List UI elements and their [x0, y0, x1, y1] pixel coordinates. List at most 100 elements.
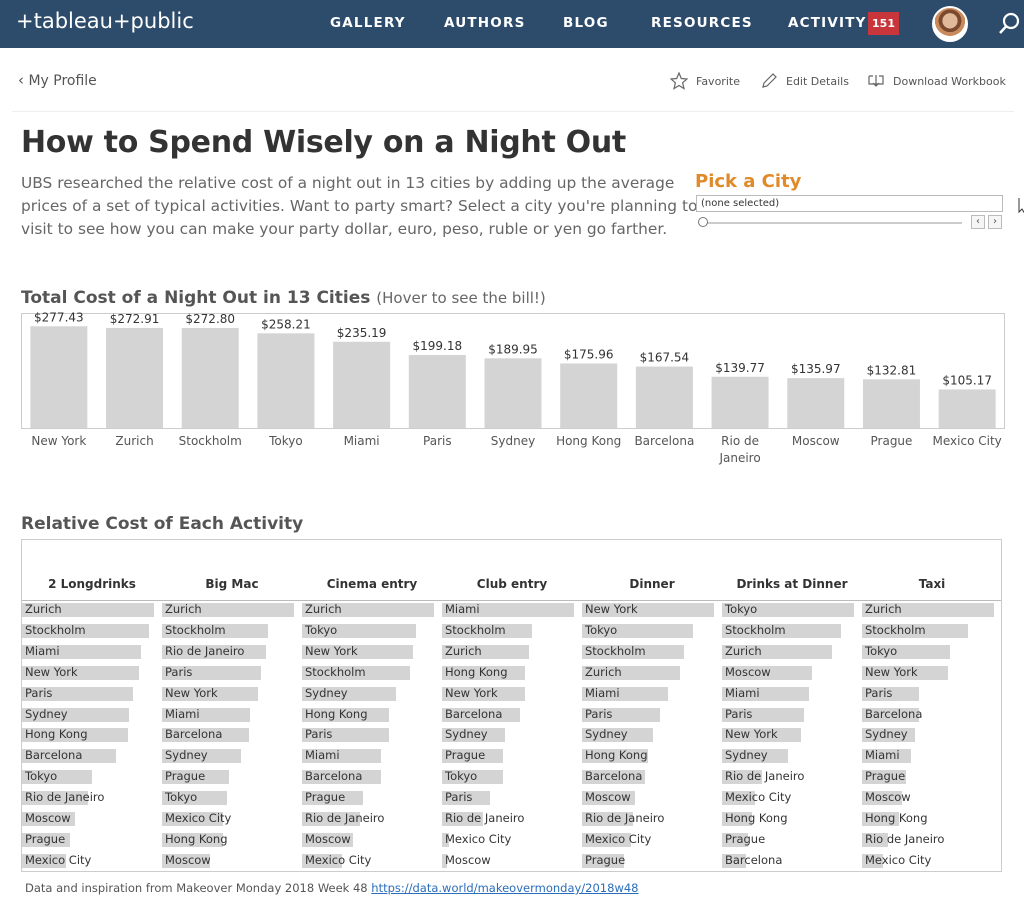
activity-bar[interactable] — [162, 853, 210, 868]
activity-bar[interactable] — [22, 686, 133, 701]
activity-bar[interactable] — [22, 791, 88, 806]
activity-bar[interactable] — [722, 791, 755, 806]
activity-bar[interactable] — [862, 603, 994, 617]
activity-bar[interactable] — [302, 749, 382, 764]
activity-bar[interactable] — [162, 603, 294, 617]
activity-bar[interactable] — [302, 832, 354, 847]
bar-stockholm[interactable] — [181, 327, 239, 428]
bar-prague[interactable] — [862, 379, 920, 428]
activity-bar[interactable] — [302, 853, 342, 868]
activity-bar[interactable] — [722, 853, 746, 868]
bar-moscow[interactable] — [787, 378, 845, 428]
column-header[interactable]: Club entry — [476, 577, 548, 591]
data-source-link[interactable]: https://data.world/makeovermonday/2018w4… — [371, 881, 639, 895]
activity-bar[interactable] — [582, 623, 693, 638]
download-workbook-button[interactable]: Download Workbook — [867, 72, 1006, 90]
activity-bar[interactable] — [22, 770, 92, 785]
bar-tokyo[interactable] — [257, 333, 315, 428]
activity-bar[interactable] — [302, 728, 390, 743]
activity-bar[interactable] — [22, 707, 129, 722]
activity-bar[interactable] — [862, 832, 889, 847]
activity-bar[interactable] — [582, 749, 648, 764]
activity-bar[interactable] — [302, 623, 416, 638]
activity-bar[interactable] — [582, 770, 646, 785]
activity-bar[interactable] — [722, 665, 812, 680]
bar-new-york[interactable] — [30, 326, 88, 428]
activity-bar[interactable] — [442, 707, 520, 722]
activity-bar[interactable] — [582, 665, 680, 680]
column-header[interactable]: Cinema entry — [326, 577, 418, 591]
activity-bar[interactable] — [722, 603, 854, 617]
activity-bar[interactable] — [22, 832, 70, 847]
prev-city-button[interactable]: ‹ — [971, 215, 985, 229]
column-header[interactable]: Taxi — [918, 577, 946, 591]
activity-bar[interactable] — [442, 665, 526, 680]
edit-details-button[interactable]: Edit Details — [760, 72, 849, 90]
activity-bar[interactable] — [302, 791, 363, 806]
activity-bar[interactable] — [862, 623, 968, 638]
activity-bar[interactable] — [582, 791, 635, 806]
activity-bar[interactable] — [442, 770, 503, 785]
activity-bar[interactable] — [582, 832, 631, 847]
activity-bar[interactable] — [442, 623, 532, 638]
activity-bar[interactable] — [302, 812, 361, 826]
nav-authors[interactable]: AUTHORS — [444, 15, 526, 31]
activity-bar[interactable] — [302, 707, 390, 722]
bar-mexico-city[interactable] — [938, 389, 996, 428]
activity-bar[interactable] — [162, 749, 242, 764]
column-header[interactable]: Drinks at Dinner — [736, 577, 848, 591]
activity-bar[interactable] — [442, 686, 526, 701]
column-header[interactable]: Dinner — [629, 577, 675, 591]
back-to-profile-link[interactable]: ‹ My Profile — [18, 71, 97, 89]
bar-chart[interactable]: $277.43 New York $272.91 Zurich $272.80 Stock… — [21, 310, 1005, 473]
activity-bar[interactable] — [442, 728, 506, 743]
activity-bar[interactable] — [582, 853, 625, 868]
nav-resources[interactable]: RESOURCES — [651, 15, 753, 31]
activity-bar[interactable] — [162, 770, 230, 785]
activity-bar[interactable] — [582, 812, 634, 826]
activity-bar[interactable] — [442, 832, 449, 847]
tableau-public-logo[interactable]: +tableau+public — [16, 9, 194, 33]
activity-bar[interactable] — [162, 665, 261, 680]
activity-bar[interactable] — [22, 644, 141, 659]
activity-bar[interactable] — [442, 812, 483, 826]
activity-bar[interactable] — [302, 770, 382, 785]
activity-bar[interactable] — [862, 749, 911, 764]
activity-bar[interactable] — [442, 853, 448, 868]
activity-bar[interactable] — [862, 707, 919, 722]
activity-bar[interactable] — [162, 812, 223, 826]
bar-zurich[interactable] — [106, 327, 164, 428]
activity-bar[interactable] — [862, 665, 948, 680]
activity-bar[interactable] — [302, 686, 396, 701]
activity-bar[interactable] — [22, 623, 149, 638]
activity-bar[interactable] — [442, 791, 490, 806]
activity-bar[interactable] — [862, 686, 919, 701]
activity-bar[interactable] — [162, 707, 251, 722]
activity-bar[interactable] — [582, 728, 654, 743]
activity-bar[interactable] — [22, 853, 66, 868]
activity-bar[interactable] — [862, 812, 899, 826]
activity-bar[interactable] — [162, 791, 227, 806]
activity-bar[interactable] — [862, 853, 884, 868]
activity-bar[interactable] — [302, 644, 413, 659]
activity-bar[interactable] — [162, 686, 259, 701]
nav-blog[interactable]: BLOG — [563, 15, 609, 31]
activity-bar[interactable] — [302, 665, 411, 680]
nav-gallery[interactable]: GALLERY — [330, 15, 406, 31]
column-header[interactable]: 2 Longdrinks — [48, 577, 136, 591]
activity-bar[interactable] — [22, 603, 154, 617]
search-icon[interactable] — [998, 12, 1022, 36]
activity-bar[interactable] — [22, 749, 116, 764]
activity-bar[interactable] — [722, 770, 762, 785]
activity-bar[interactable] — [22, 728, 128, 743]
activity-bar[interactable] — [862, 728, 915, 743]
bar-hong-kong[interactable] — [560, 363, 618, 428]
city-slider-track[interactable] — [700, 222, 962, 224]
avatar[interactable] — [932, 6, 968, 42]
nav-activity[interactable]: ACTIVITY — [788, 15, 867, 31]
activity-bar[interactable] — [22, 665, 140, 680]
activity-bar[interactable] — [722, 644, 832, 659]
bar-barcelona[interactable] — [635, 366, 693, 428]
activity-bar[interactable] — [582, 644, 684, 659]
activity-bar[interactable] — [162, 623, 268, 638]
